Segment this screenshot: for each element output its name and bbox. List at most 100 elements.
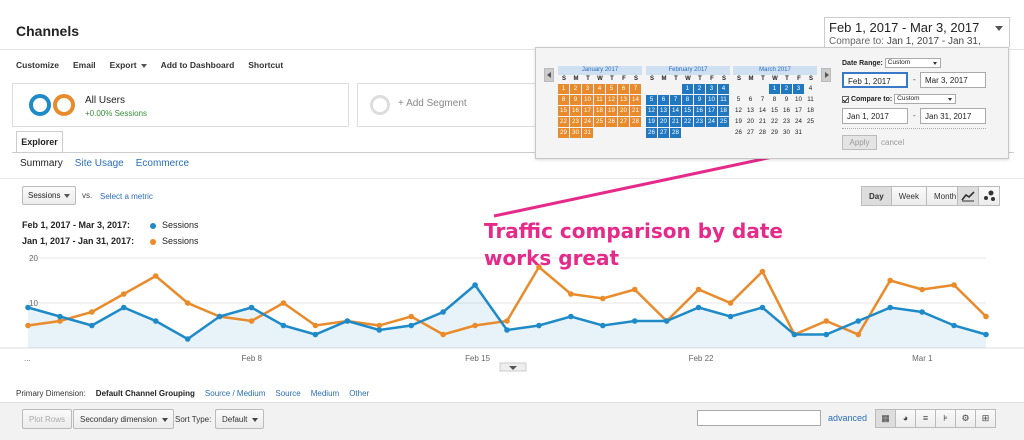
calendar-day[interactable]: 3 [582,84,593,94]
calendar-day[interactable]: 18 [594,106,605,116]
calendar-day[interactable]: 22 [771,118,778,125]
subtab-ecommerce[interactable]: Ecommerce [135,158,190,169]
calendar-day[interactable]: 13 [618,95,629,105]
data-table-icon[interactable]: ▦ [875,409,896,428]
pie-chart-icon[interactable]: ◕ [895,409,916,428]
calendar-day[interactable]: 6 [658,95,669,105]
calendar-day[interactable]: 12 [606,95,617,105]
metric-select[interactable]: Sessions [22,186,76,205]
calendar-day[interactable]: 30 [783,129,790,136]
calendar-day[interactable]: 3 [793,84,804,94]
dimension-other[interactable]: Other [349,389,370,398]
calendar-day[interactable]: 31 [795,129,802,136]
calendar-day[interactable]: 15 [558,106,569,116]
calendar-day[interactable]: 29 [558,128,569,138]
calendar-day[interactable]: 11 [594,95,605,105]
calendar-day[interactable]: 14 [759,107,766,114]
calendar-day[interactable]: 11 [807,96,814,103]
calendar-day[interactable]: 4 [594,84,605,94]
calendar-day[interactable]: 4 [718,84,729,94]
calendar-day[interactable]: 14 [670,106,681,116]
calendar-day[interactable]: 26 [646,128,657,138]
start-date-input[interactable]: Feb 1, 2017 [842,72,908,88]
sort-type-select[interactable]: Default [215,409,265,429]
calendar-day[interactable]: 28 [630,117,641,127]
apply-button[interactable]: Apply [842,135,877,150]
calendar-day[interactable]: 26 [735,129,742,136]
calendar-day[interactable]: 23 [783,118,790,125]
calendar-day[interactable]: 20 [747,118,754,125]
dimension-source-medium[interactable]: Source / Medium [204,389,266,398]
calendar-day[interactable]: 12 [735,107,742,114]
calendar-day[interactable]: 7 [760,96,765,103]
calendar-day[interactable]: 23 [694,117,705,127]
calendar-day[interactable]: 2 [781,84,792,94]
shortcut-button[interactable]: Shortcut [248,60,284,70]
calendar-day[interactable]: 9 [694,95,705,105]
subtab-summary[interactable]: Summary [20,158,63,169]
calendar-day[interactable]: 3 [706,84,717,94]
calendar-day[interactable]: 1 [682,84,693,94]
calendar-day[interactable]: 15 [682,106,693,116]
export-button[interactable]: Export [110,60,147,70]
add-to-dashboard-button[interactable]: Add to Dashboard [160,60,235,70]
calendar-day[interactable]: 14 [630,95,641,105]
email-button[interactable]: Email [72,60,96,70]
calendar-day[interactable]: 17 [706,106,717,116]
calendar-day[interactable]: 1 [769,84,780,94]
calendar-day[interactable]: 2 [694,84,705,94]
select-metric-link[interactable]: Select a metric [100,192,153,201]
calendar-day[interactable]: 27 [747,129,754,136]
calendar-day[interactable]: 25 [594,117,605,127]
calendar-day[interactable]: 22 [682,117,693,127]
customize-button[interactable]: Customize [16,60,59,70]
advanced-filter-link[interactable]: advanced [828,413,868,423]
calendar-day[interactable]: 10 [795,96,802,103]
calendar-day[interactable]: 15 [771,107,778,114]
calendar-day[interactable]: 16 [694,106,705,116]
calendar-day[interactable]: 5 [606,84,617,94]
calendar-day[interactable]: 31 [582,128,593,138]
calendar-day[interactable]: 27 [618,117,629,127]
calendar-day[interactable]: 23 [570,117,581,127]
calendar-day[interactable]: 21 [759,118,766,125]
calendar-day[interactable]: 24 [582,117,593,127]
secondary-dimension-select[interactable]: Secondary dimension [73,409,174,429]
cancel-link[interactable]: cancel [881,138,905,147]
calendar-day[interactable]: 7 [630,84,641,94]
calendar-day[interactable]: 5 [736,96,741,103]
calendar-day[interactable]: 29 [771,129,778,136]
calendar-day[interactable]: 2 [570,84,581,94]
calendar-day[interactable]: 22 [558,117,569,127]
performance-icon[interactable]: ≡ [915,409,936,428]
calendar-day[interactable]: 9 [570,95,581,105]
calendar-day[interactable]: 21 [630,106,641,116]
compare-mode-select[interactable]: Custom [894,94,957,104]
calendar-day[interactable]: 5 [646,95,657,105]
table-search-input[interactable] [697,410,821,426]
calendar-day[interactable]: 20 [618,106,629,116]
calendar-day[interactable]: 19 [646,117,657,127]
calendar-day[interactable]: 26 [606,117,617,127]
calendar-day[interactable]: 21 [670,117,681,127]
calendar-day[interactable]: 24 [795,118,802,125]
calendar-day[interactable]: 8 [682,95,693,105]
day-button[interactable]: Day [861,186,892,206]
dimension-source[interactable]: Source [275,389,301,398]
calendar-day[interactable]: 13 [747,107,754,114]
calendar-day[interactable]: 8 [772,96,777,103]
calendar-day[interactable]: 10 [582,95,593,105]
calendar-day[interactable]: 6 [748,96,753,103]
comparison-icon[interactable]: ⊧ [935,409,956,428]
calendar-day[interactable]: 19 [735,118,742,125]
end-date-input[interactable]: Mar 3, 2017 [920,72,986,88]
dimension-medium[interactable]: Medium [310,389,340,398]
calendar-day[interactable]: 25 [807,118,814,125]
calendar-day[interactable]: 6 [618,84,629,94]
calendar-day[interactable]: 18 [718,106,729,116]
motion-chart-icon[interactable] [978,186,1000,206]
calendar-day[interactable]: 27 [658,128,669,138]
calendar-day[interactable]: 4 [808,85,813,92]
calendar-day[interactable]: 1 [558,84,569,94]
month-button[interactable]: Month [926,186,965,206]
